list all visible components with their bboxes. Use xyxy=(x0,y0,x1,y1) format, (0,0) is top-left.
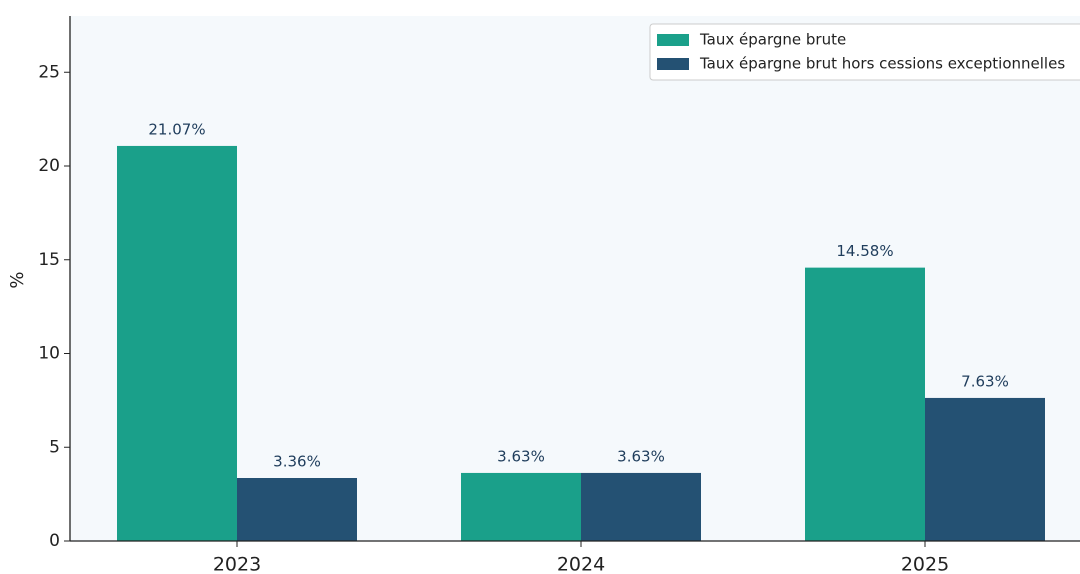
value-label: 7.63% xyxy=(961,372,1009,390)
value-label: 3.36% xyxy=(273,453,321,471)
y-axis-label: % xyxy=(7,271,28,288)
legend-swatch xyxy=(657,34,689,46)
value-label: 3.63% xyxy=(497,447,545,465)
legend-box xyxy=(649,23,1080,81)
bar xyxy=(461,472,581,541)
y-tick-label: 10 xyxy=(38,344,60,364)
y-tick-label: 15 xyxy=(38,250,60,270)
bar xyxy=(117,145,237,541)
value-label: 21.07% xyxy=(148,120,205,138)
y-tick-label: 20 xyxy=(38,156,60,176)
legend-label: Taux épargne brute xyxy=(699,31,846,49)
legend-label: Taux épargne brut hors cessions exceptio… xyxy=(699,55,1065,73)
bar xyxy=(237,478,357,541)
legend-swatch xyxy=(657,58,689,70)
bar xyxy=(581,472,701,541)
bar xyxy=(925,397,1045,541)
bar xyxy=(805,267,925,541)
y-tick-label: 5 xyxy=(49,437,60,457)
x-tick-label: 2024 xyxy=(557,554,605,574)
y-tick-label: 25 xyxy=(38,62,60,82)
value-label: 3.63% xyxy=(617,447,665,465)
value-label: 14.58% xyxy=(836,242,893,260)
x-tick-label: 2023 xyxy=(213,554,261,574)
y-tick-label: 0 xyxy=(49,531,60,551)
x-tick-label: 2025 xyxy=(901,554,949,574)
